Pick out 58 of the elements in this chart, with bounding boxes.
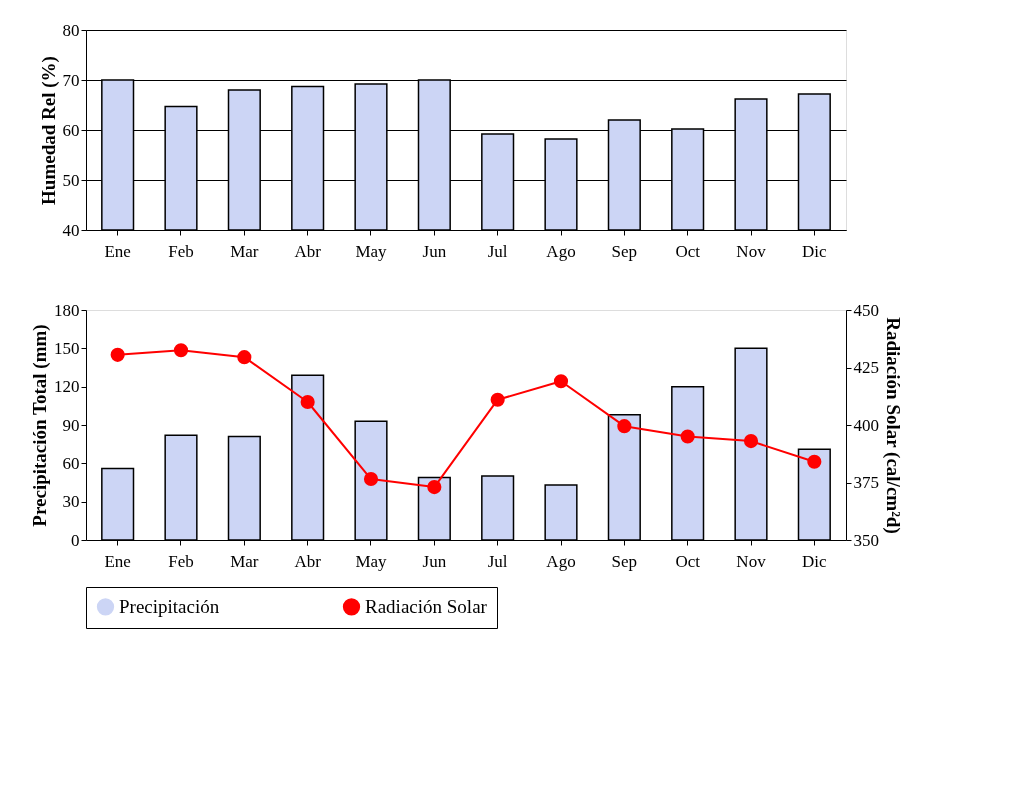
x-tick-label: Dic	[802, 551, 828, 571]
x-tick-label: Jul	[487, 241, 508, 261]
point	[617, 419, 632, 434]
point	[490, 392, 505, 407]
x-tick-label: Oct	[675, 241, 701, 261]
y-tick-label: 60	[62, 453, 80, 473]
y-axis-title: Precipitación Total (mm)	[29, 324, 51, 527]
x-tick-label: Abr	[294, 241, 322, 261]
point	[553, 374, 569, 389]
x-tick-label: Nov	[736, 551, 767, 571]
point	[237, 350, 252, 365]
x-tick-label: Mar	[230, 551, 259, 571]
x-tick-label: Sep	[611, 551, 638, 571]
x-tick-label: May	[355, 551, 388, 571]
x-tick-label: Jun	[422, 241, 447, 261]
point	[363, 471, 379, 487]
y-tick-label: 0	[71, 530, 80, 550]
y-tick-label: 70	[62, 70, 80, 90]
legend-label: Radiación Solar	[365, 595, 488, 617]
point	[173, 343, 189, 358]
x-tick-label: Feb	[168, 551, 194, 571]
y-tick-label: 80	[62, 20, 80, 40]
x-tick-label: Feb	[168, 241, 194, 261]
x-tick-label: Nov	[736, 241, 767, 261]
y2-tick-label: 350	[853, 530, 879, 550]
y-axis-title: Humedad Rel (%)	[37, 56, 60, 205]
y-tick-label: 120	[54, 377, 80, 397]
y2-tick-label: 375	[853, 473, 879, 492]
y2-tick-label: 450	[853, 300, 879, 320]
y-tick-label: 180	[54, 300, 80, 320]
y-tick-label: 90	[62, 415, 80, 435]
y2-tick-label: 425	[853, 358, 879, 377]
point	[743, 434, 759, 449]
x-tick-label: May	[355, 241, 388, 261]
y-tick-label: 30	[62, 492, 80, 512]
point	[300, 394, 315, 410]
y2-tick-label: 400	[853, 415, 879, 435]
y-tick-label: 40	[62, 220, 80, 240]
x-tick-label: Dic	[802, 241, 828, 261]
x-tick-label: Abr	[294, 551, 322, 571]
x-tick-label: Ene	[104, 241, 131, 261]
x-tick-label: Jul	[487, 551, 508, 571]
point	[427, 480, 442, 495]
x-tick-label: Sep	[611, 241, 638, 261]
x-tick-label: Mar	[230, 241, 259, 261]
legend-label: Precipitación	[119, 595, 220, 617]
x-tick-label: Jun	[422, 551, 447, 571]
y-tick-label: 150	[54, 338, 80, 358]
point	[110, 347, 125, 362]
y2-axis-title: Radiación Solar (cal/cm²d)	[882, 317, 904, 534]
x-tick-label: Ago	[546, 551, 576, 571]
point	[680, 429, 695, 444]
y-tick-label: 50	[62, 170, 80, 190]
x-tick-label: Ene	[104, 551, 131, 571]
x-tick-label: Ago	[546, 241, 576, 261]
point	[807, 454, 822, 469]
x-tick-label: Oct	[675, 551, 701, 571]
y-tick-label: 60	[62, 120, 80, 140]
